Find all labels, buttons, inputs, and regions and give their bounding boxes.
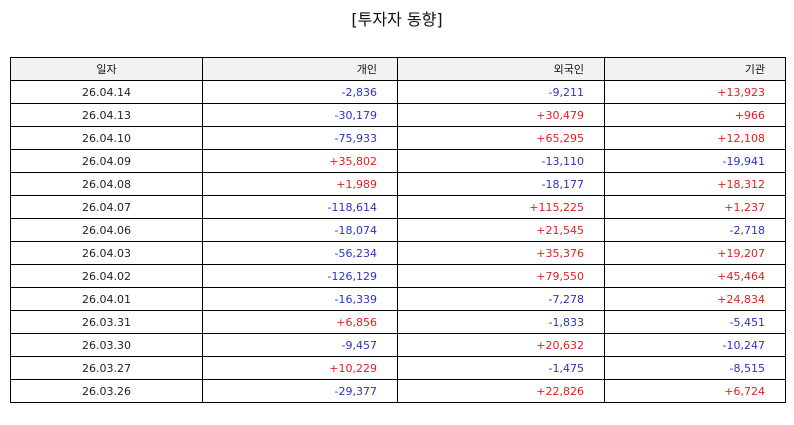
cell-foreign: +20,632 xyxy=(397,333,605,357)
cell-institution: -19,941 xyxy=(604,149,786,173)
cell-date: 26.04.03 xyxy=(10,241,203,265)
table-row: 26.04.03 -56,234 +35,376 +19,207 xyxy=(10,241,786,265)
cell-foreign: -13,110 xyxy=(397,149,605,173)
cell-individual: -118,614 xyxy=(202,195,398,219)
cell-institution: +13,923 xyxy=(604,80,786,104)
cell-foreign: -7,278 xyxy=(397,287,605,311)
cell-institution: -8,515 xyxy=(604,356,786,380)
cell-institution: +19,207 xyxy=(604,241,786,265)
cell-foreign: -18,177 xyxy=(397,172,605,196)
cell-individual: +1,989 xyxy=(202,172,398,196)
column-header-foreign: 외국인 xyxy=(397,57,605,81)
cell-foreign: +30,479 xyxy=(397,103,605,127)
cell-foreign: +35,376 xyxy=(397,241,605,265)
cell-date: 26.03.30 xyxy=(10,333,203,357)
cell-individual: +6,856 xyxy=(202,310,398,334)
table-row: 26.04.06 -18,074 +21,545 -2,718 xyxy=(10,218,786,242)
table-header-row: 일자 개인 외국인 기관 xyxy=(10,57,786,81)
cell-date: 26.04.06 xyxy=(10,218,203,242)
cell-date: 26.04.07 xyxy=(10,195,203,219)
column-header-institution: 기관 xyxy=(604,57,786,81)
table-row: 26.04.13 -30,179 +30,479 +966 xyxy=(10,103,786,127)
cell-foreign: +21,545 xyxy=(397,218,605,242)
cell-institution: +966 xyxy=(604,103,786,127)
cell-foreign: +115,225 xyxy=(397,195,605,219)
table-row: 26.03.27 +10,229 -1,475 -8,515 xyxy=(10,356,786,380)
table-row: 26.03.31 +6,856 -1,833 -5,451 xyxy=(10,310,786,334)
cell-individual: +35,802 xyxy=(202,149,398,173)
cell-foreign: +22,826 xyxy=(397,379,605,403)
column-header-date: 일자 xyxy=(10,57,203,81)
table-row: 26.04.02 -126,129 +79,550 +45,464 xyxy=(10,264,786,288)
table-row: 26.03.30 -9,457 +20,632 -10,247 xyxy=(10,333,786,357)
cell-individual: -18,074 xyxy=(202,218,398,242)
cell-institution: +24,834 xyxy=(604,287,786,311)
cell-institution: +45,464 xyxy=(604,264,786,288)
cell-individual: -56,234 xyxy=(202,241,398,265)
cell-institution: +12,108 xyxy=(604,126,786,150)
cell-date: 26.03.27 xyxy=(10,356,203,380)
cell-foreign: +65,295 xyxy=(397,126,605,150)
cell-date: 26.04.09 xyxy=(10,149,203,173)
cell-date: 26.04.02 xyxy=(10,264,203,288)
cell-institution: -5,451 xyxy=(604,310,786,334)
table-row: 26.04.07 -118,614 +115,225 +1,237 xyxy=(10,195,786,219)
cell-foreign: +79,550 xyxy=(397,264,605,288)
cell-foreign: -1,475 xyxy=(397,356,605,380)
cell-institution: +18,312 xyxy=(604,172,786,196)
table-row: 26.04.08 +1,989 -18,177 +18,312 xyxy=(10,172,786,196)
cell-institution: +6,724 xyxy=(604,379,786,403)
cell-foreign: -9,211 xyxy=(397,80,605,104)
column-header-individual: 개인 xyxy=(202,57,398,81)
page-title: [투자자 동향] xyxy=(351,10,443,29)
cell-date: 26.04.10 xyxy=(10,126,203,150)
table-body: 26.04.14 -2,836 -9,211 +13,923 26.04.13 -30,1… xyxy=(10,80,786,403)
table-row: 26.04.14 -2,836 -9,211 +13,923 xyxy=(10,80,786,104)
cell-date: 26.03.31 xyxy=(10,310,203,334)
table-row: 26.04.09 +35,802 -13,110 -19,941 xyxy=(10,149,786,173)
cell-institution: +1,237 xyxy=(604,195,786,219)
table-row: 26.04.01 -16,339 -7,278 +24,834 xyxy=(10,287,786,311)
cell-date: 26.03.26 xyxy=(10,379,203,403)
table-row: 26.03.26 -29,377 +22,826 +6,724 xyxy=(10,379,786,403)
cell-individual: -2,836 xyxy=(202,80,398,104)
cell-foreign: -1,833 xyxy=(397,310,605,334)
cell-date: 26.04.13 xyxy=(10,103,203,127)
cell-individual: -126,129 xyxy=(202,264,398,288)
cell-date: 26.04.08 xyxy=(10,172,203,196)
investor-trend-table: 일자 개인 외국인 기관 26.04.14 -2,836 -9,211 +13,923… xyxy=(10,57,786,403)
cell-date: 26.04.01 xyxy=(10,287,203,311)
cell-individual: -29,377 xyxy=(202,379,398,403)
cell-individual: -75,933 xyxy=(202,126,398,150)
cell-individual: -30,179 xyxy=(202,103,398,127)
cell-date: 26.04.14 xyxy=(10,80,203,104)
table-row: 26.04.10 -75,933 +65,295 +12,108 xyxy=(10,126,786,150)
cell-individual: +10,229 xyxy=(202,356,398,380)
cell-individual: -9,457 xyxy=(202,333,398,357)
cell-institution: -10,247 xyxy=(604,333,786,357)
cell-individual: -16,339 xyxy=(202,287,398,311)
cell-institution: -2,718 xyxy=(604,218,786,242)
